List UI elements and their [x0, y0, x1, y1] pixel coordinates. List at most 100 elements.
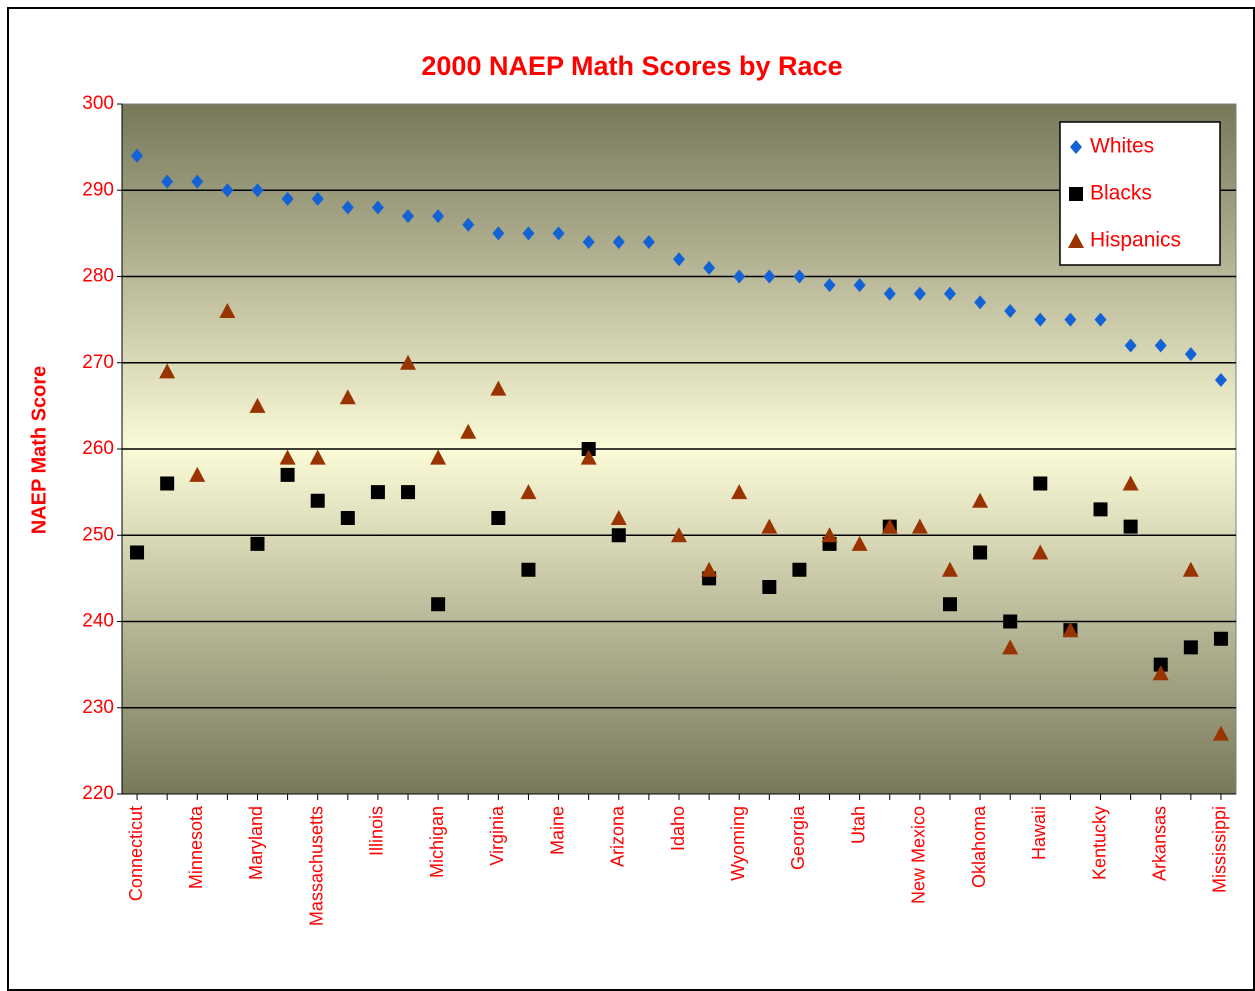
x-tick-label: Utah [848, 806, 868, 844]
point [552, 226, 565, 241]
point [1122, 475, 1139, 491]
point [341, 200, 354, 215]
point [339, 389, 356, 405]
point [673, 252, 685, 267]
point [249, 397, 266, 413]
y-tick-label: 230 [82, 697, 114, 718]
point [490, 380, 507, 396]
point [1094, 312, 1107, 327]
point [401, 485, 416, 500]
point [1152, 665, 1169, 681]
y-tick-label: 260 [82, 438, 114, 459]
point [279, 449, 296, 465]
y-tick-label: 290 [82, 179, 114, 200]
x-tick-label: Massachusetts [306, 806, 326, 926]
x-tick-label: Idaho [668, 806, 688, 851]
point [491, 511, 506, 525]
point [402, 209, 415, 224]
legend-box [1059, 121, 1221, 266]
point [1184, 347, 1197, 362]
legend-marker [1069, 187, 1083, 201]
point [1212, 725, 1229, 741]
point [792, 562, 807, 577]
point [130, 545, 145, 560]
x-tick-label: Kentucky [1089, 806, 1109, 880]
point [851, 535, 868, 551]
legend-marker [1068, 233, 1084, 248]
point [309, 449, 326, 465]
point [610, 510, 627, 525]
x-tick-label: Arizona [608, 805, 628, 867]
chart-title: 2000 NAEP Math Scores by Race [421, 51, 842, 81]
point [310, 493, 325, 508]
point [460, 423, 477, 439]
point [160, 476, 175, 491]
point [371, 200, 384, 215]
point [280, 467, 295, 482]
legend-label: Blacks [1090, 182, 1152, 205]
point [251, 183, 264, 198]
point [731, 484, 748, 500]
y-axis-label: NAEP Math Score [28, 366, 50, 535]
point [1182, 561, 1199, 577]
point [881, 518, 898, 534]
point [221, 183, 234, 198]
point [612, 235, 625, 249]
point [281, 191, 294, 206]
point [492, 226, 505, 241]
point [733, 269, 746, 284]
point [1093, 502, 1108, 517]
point [1062, 622, 1079, 638]
point [642, 235, 655, 249]
point [821, 527, 838, 543]
point [1034, 312, 1047, 327]
point [161, 174, 174, 189]
point [580, 449, 597, 465]
point [370, 485, 385, 500]
point [974, 295, 987, 310]
y-tick-label: 240 [82, 611, 114, 632]
point [883, 286, 896, 301]
point [611, 528, 626, 543]
x-tick-label: Mississippi [1210, 806, 1230, 893]
y-tick-label: 280 [82, 266, 114, 287]
point [431, 597, 446, 612]
point [1123, 519, 1138, 534]
point [1033, 476, 1048, 491]
point [581, 442, 596, 456]
point [430, 449, 447, 465]
point [582, 235, 595, 249]
x-tick-label: Wyoming [728, 806, 748, 881]
point [189, 466, 206, 482]
point [1154, 338, 1167, 353]
x-tick-label: Maine [547, 806, 567, 855]
point [219, 303, 236, 318]
x-tick-label: New Mexico [909, 806, 929, 904]
point [793, 269, 806, 284]
point [1153, 657, 1168, 672]
point [131, 148, 144, 163]
y-tick-label: 300 [82, 93, 114, 114]
point [941, 561, 958, 577]
point [671, 527, 687, 543]
point [823, 278, 836, 293]
point [1213, 631, 1228, 646]
x-tick-label: Oklahoma [969, 805, 989, 888]
point [521, 562, 536, 577]
point [913, 286, 926, 301]
point [973, 545, 988, 560]
point [340, 511, 355, 525]
point [1214, 373, 1227, 387]
point [1064, 312, 1077, 327]
point [853, 278, 866, 293]
point [462, 217, 475, 232]
point [522, 226, 535, 241]
point [761, 518, 778, 534]
point [400, 354, 417, 370]
legend-label: Whites [1090, 135, 1154, 158]
point [1032, 544, 1049, 560]
x-tick-label: Minnesota [186, 805, 206, 889]
point [432, 209, 445, 224]
y-tick-label: 220 [82, 783, 114, 804]
